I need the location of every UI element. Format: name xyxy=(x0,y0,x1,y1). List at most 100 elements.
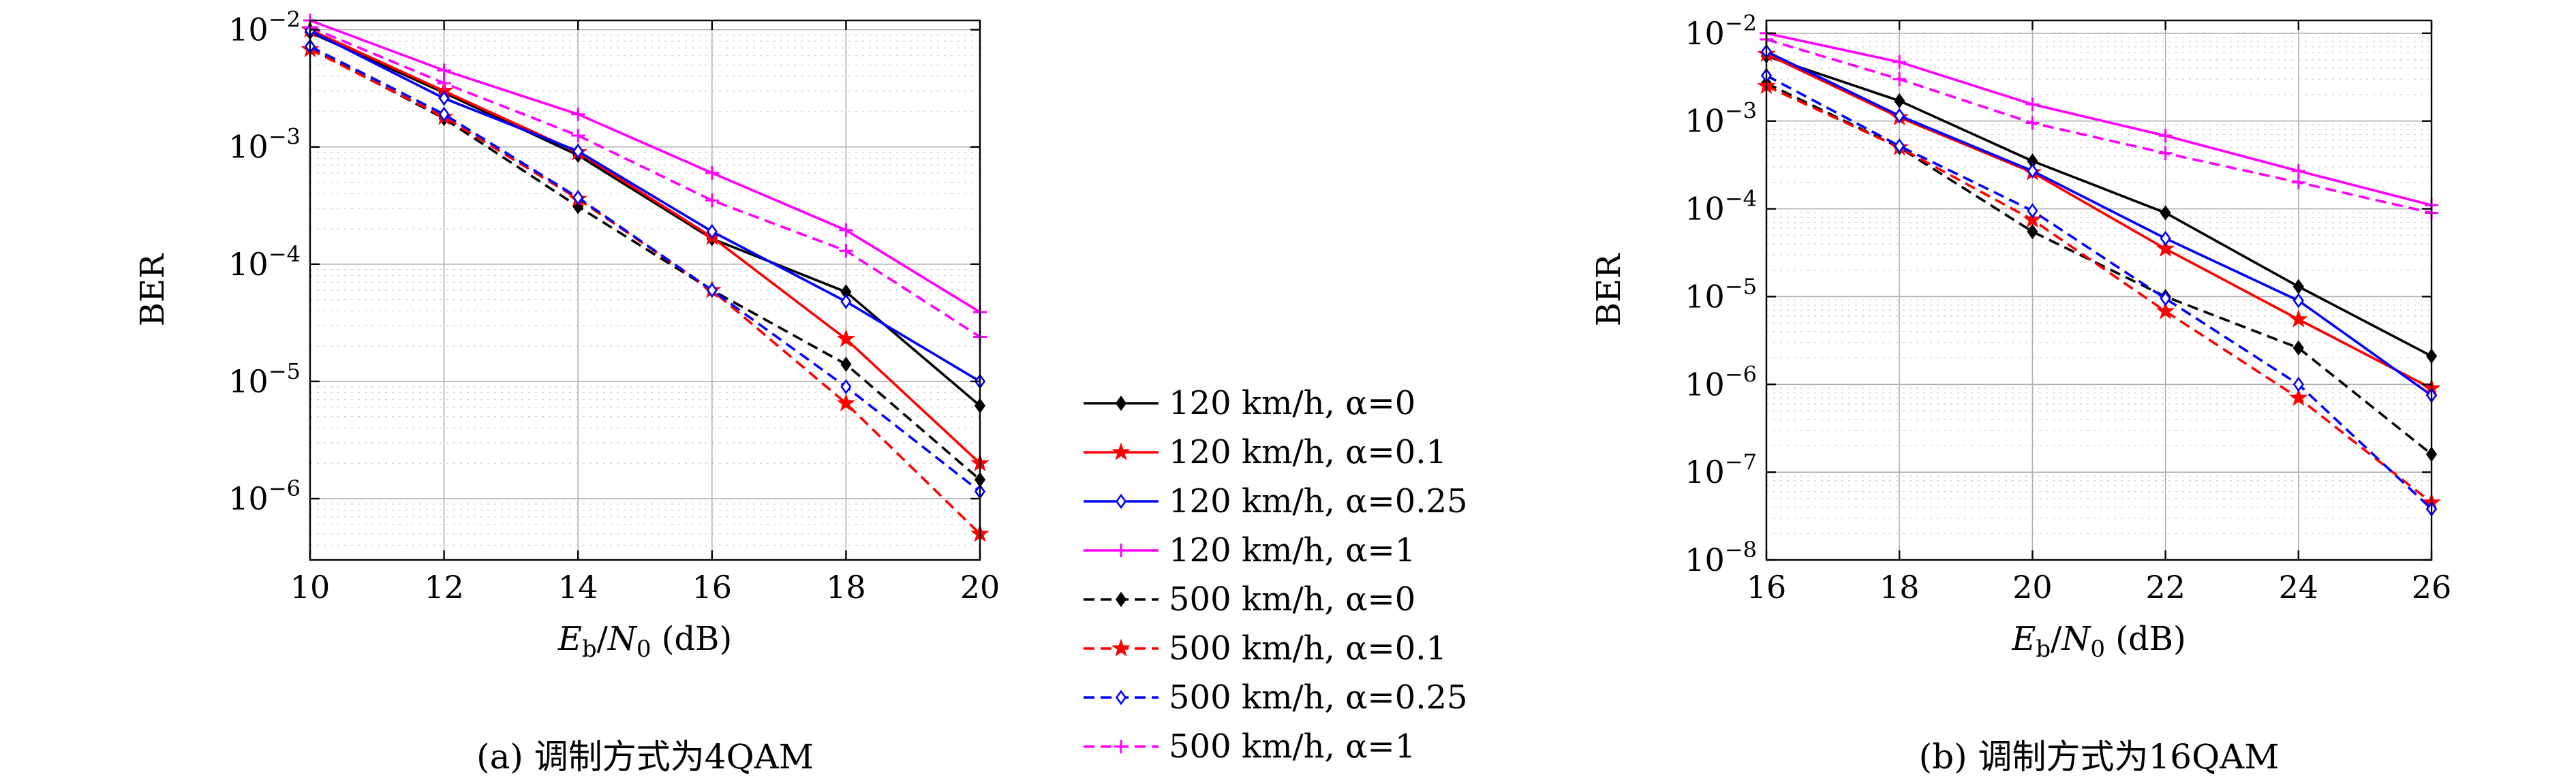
legend-label: 120 km/h, α=0.1 xyxy=(1169,433,1447,471)
data-point-3-5 xyxy=(840,294,852,309)
legend-item-6: 500 km/h, α=0.1 xyxy=(1084,629,1447,668)
y-tick-label: 10−4 xyxy=(1685,186,1757,228)
plot-frame xyxy=(309,19,981,561)
series-line-8 xyxy=(1766,38,2432,215)
y-tick-label: 10−2 xyxy=(1685,10,1757,52)
data-point-4-2 xyxy=(437,63,451,78)
y-tick-label: 10−6 xyxy=(228,475,301,517)
data-point-7-5 xyxy=(840,379,852,395)
legend-marker xyxy=(1111,442,1131,460)
legend-marker xyxy=(1111,638,1131,657)
legend-marker xyxy=(1114,544,1128,557)
y-tick-label: 10−4 xyxy=(228,241,301,283)
chart-panel-a: 10 12 14 16 18 20 10−2 10−3 10−4 10−5 10−6 Eb/N0 (d… xyxy=(134,7,1000,777)
y-tick-label: 10−7 xyxy=(1685,449,1757,490)
data-point-4-3 xyxy=(571,107,585,121)
series-line-1 xyxy=(1766,54,2432,358)
series-line-2 xyxy=(1766,52,2432,390)
x-tick-label: 26 xyxy=(2412,569,2452,606)
legend-item-4: 120 km/h, α=1 xyxy=(1084,531,1415,569)
data-point-1-5 xyxy=(2293,279,2304,294)
x-tick-label: 18 xyxy=(826,569,866,606)
series-line-7 xyxy=(309,45,981,492)
data-point-5-5 xyxy=(840,356,852,372)
legend-item-3: 120 km/h, α=0.25 xyxy=(1084,482,1468,520)
data-point-7-2 xyxy=(438,106,450,122)
data-point-8-3 xyxy=(571,129,585,143)
data-point-2-5 xyxy=(836,329,856,347)
legend-marker xyxy=(1115,591,1127,608)
data-point-5-5 xyxy=(2293,340,2304,356)
series-line-3 xyxy=(309,29,981,383)
data-point-6-4 xyxy=(2156,301,2175,319)
data-point-3-4 xyxy=(2160,230,2171,247)
data-point-6-5 xyxy=(836,393,856,411)
grid xyxy=(309,20,981,560)
legend-marker xyxy=(1114,740,1128,753)
x-tick-label: 12 xyxy=(424,569,464,606)
series-line-4 xyxy=(309,19,981,313)
data-point-4-4 xyxy=(2158,129,2173,143)
data-point-1-4 xyxy=(2160,205,2171,221)
x-tick-label: 16 xyxy=(692,569,733,606)
data-point-3-2 xyxy=(1894,108,1905,124)
legend-item-5: 500 km/h, α=0 xyxy=(1084,580,1415,619)
data-point-4-5 xyxy=(839,223,853,237)
x-axis: 10 12 14 16 18 20 xyxy=(290,20,1000,606)
y-tick-label: 10−2 xyxy=(228,7,301,48)
legend-label: 120 km/h, α=0.25 xyxy=(1169,482,1468,520)
x-axis: 16 18 20 22 24 26 xyxy=(1747,20,2452,606)
series-group xyxy=(1757,26,2441,517)
data-point-8-3 xyxy=(2025,116,2040,130)
data-point-3-5 xyxy=(2293,293,2304,309)
series-line-1 xyxy=(309,31,981,407)
y-axis-label: BER xyxy=(1590,253,1628,326)
data-point-4-5 xyxy=(2291,163,2305,178)
data-point-8-4 xyxy=(705,193,719,208)
legend-label: 500 km/h, α=1 xyxy=(1169,728,1415,766)
data-point-8-4 xyxy=(2158,146,2173,160)
data-point-1-2 xyxy=(1894,93,1905,109)
data-point-7-3 xyxy=(572,189,584,206)
legend: 120 km/h, α=0 120 km/h, α=0.1 120 km/h, α=… xyxy=(1084,384,1468,766)
data-point-7-2 xyxy=(1894,138,1905,154)
legend-label: 120 km/h, α=0 xyxy=(1169,384,1415,422)
legend-label: 500 km/h, α=0.25 xyxy=(1169,678,1468,717)
data-point-4-4 xyxy=(705,166,719,180)
x-tick-label: 10 xyxy=(290,569,331,606)
x-tick-label: 24 xyxy=(2279,569,2319,606)
data-point-6-3 xyxy=(2023,210,2042,228)
series-line-4 xyxy=(1766,32,2432,206)
y-tick-label: 10−5 xyxy=(228,358,301,400)
legend-marker xyxy=(1115,493,1127,510)
series-line-3 xyxy=(1766,50,2433,396)
data-point-7-4 xyxy=(706,282,718,298)
data-point-7-4 xyxy=(2160,291,2171,307)
series-line-8 xyxy=(309,26,981,338)
data-point-7-5 xyxy=(2293,377,2304,392)
x-tick-label: 18 xyxy=(1880,569,1920,606)
data-point-2-5 xyxy=(2288,309,2308,328)
data-point-6-5 xyxy=(2288,388,2308,406)
legend-item-2: 120 km/h, α=0.1 xyxy=(1084,433,1447,471)
data-point-8-2 xyxy=(1892,72,1907,87)
x-tick-label: 20 xyxy=(960,569,1000,606)
plot-frame xyxy=(1765,19,2433,561)
series-group xyxy=(301,14,990,542)
legend-marker xyxy=(1115,395,1127,411)
x-axis-label: Eb/N0 (dB) xyxy=(2011,620,2186,663)
x-tick-label: 20 xyxy=(2012,569,2053,606)
data-point-8-5 xyxy=(2291,175,2305,189)
x-tick-label: 16 xyxy=(1747,569,1787,606)
legend-marker xyxy=(1115,689,1127,706)
data-point-3-2 xyxy=(438,91,450,106)
data-point-3-3 xyxy=(2027,163,2038,179)
y-tick-label: 10−3 xyxy=(228,124,301,166)
data-point-8-2 xyxy=(437,76,451,91)
y-tick-label: 10−5 xyxy=(1685,273,1757,315)
y-tick-label: 10−6 xyxy=(1685,361,1757,403)
y-axis: 10−2 10−3 10−4 10−5 10−6 xyxy=(228,7,980,517)
data-point-8-5 xyxy=(839,244,853,258)
legend-label: 500 km/h, α=0.1 xyxy=(1169,629,1447,668)
